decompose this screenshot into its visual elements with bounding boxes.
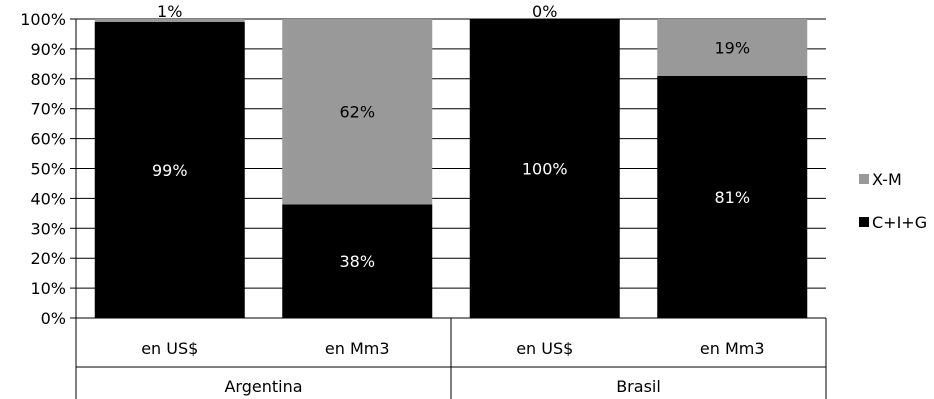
data-label: 0% [532,2,557,21]
data-label: 100% [522,160,568,179]
y-tick-label: 20% [30,249,66,268]
legend-swatch [859,174,869,184]
x-category-label: en Mm3 [325,339,390,358]
y-tick-label: 40% [30,189,66,208]
group-label: Brasil [616,377,661,396]
y-tick-label: 50% [30,160,66,179]
y-tick-labels: 0% 10% 20% 30% 40% 50% 60% 70% 80% 90% 100% [20,10,66,328]
bar-segment [469,19,620,318]
bar-segment [94,21,245,319]
y-tick-label: 70% [30,100,66,119]
y-tick-label: 0% [41,309,66,328]
axes [70,18,827,399]
y-tick-label: 30% [30,219,66,238]
legend-label: X-M [872,170,902,189]
bar-segment [657,19,808,76]
x-category-label: en US$ [516,339,573,358]
bar-segment [657,75,808,318]
legend: X-M C+I+G [859,170,927,232]
data-label: 62% [339,103,375,122]
y-tick-label: 100% [20,10,66,29]
bar-segment [282,19,433,205]
x-category-label: en US$ [141,339,198,358]
y-tick-label: 90% [30,40,66,59]
data-label: 19% [714,38,750,57]
bars [94,19,808,319]
group-label: Argentina [224,377,302,396]
x-category-label: en Mm3 [700,339,765,358]
data-label: 99% [152,161,188,180]
y-tick-label: 10% [30,279,66,298]
x-category-labels: en US$ en Mm3 en US$ en Mm3 Argentina Brasil [141,339,764,396]
bar-segment [94,19,245,22]
y-tick-label: 60% [30,130,66,149]
bar-segment [282,204,433,318]
data-label: 38% [339,252,375,271]
legend-swatch [859,217,869,227]
y-tick-label: 80% [30,70,66,89]
data-labels: 99% 1% 38% 62% 100% 0% 81% 19% [152,2,750,271]
data-label: 1% [157,2,182,21]
data-label: 81% [714,188,750,207]
legend-label: C+I+G [872,213,927,232]
